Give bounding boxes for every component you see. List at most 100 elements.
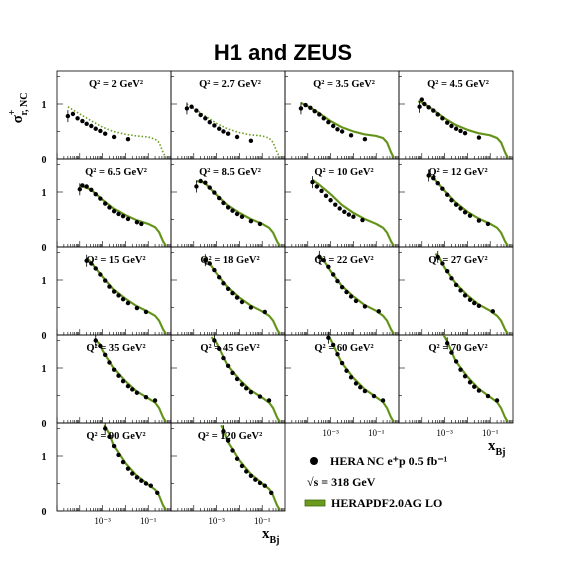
data-point bbox=[353, 381, 359, 386]
data-point bbox=[339, 360, 345, 366]
data-point bbox=[189, 104, 194, 109]
data-point bbox=[98, 343, 103, 349]
data-point bbox=[248, 218, 254, 224]
data-point bbox=[314, 184, 320, 189]
data-point bbox=[234, 456, 240, 461]
data-point bbox=[462, 130, 468, 136]
data-point bbox=[310, 179, 315, 185]
data-point bbox=[139, 478, 144, 483]
panel-2: Q² = 2.7 GeV² bbox=[170, 70, 286, 160]
data-point bbox=[225, 438, 231, 443]
data-point bbox=[458, 367, 463, 372]
data-point bbox=[148, 483, 153, 488]
panel-q2-label: Q² = 8.5 GeV² bbox=[199, 167, 261, 178]
panel-frame bbox=[170, 422, 286, 512]
data-point bbox=[216, 195, 222, 201]
panel-1: Q² = 2 GeV² 0 1 bbox=[42, 70, 172, 166]
model-curve-center bbox=[300, 102, 395, 159]
data-point bbox=[472, 384, 477, 389]
x-tick-label: 10⁻¹ bbox=[368, 428, 385, 438]
data-point bbox=[476, 303, 482, 309]
data-point bbox=[216, 126, 222, 131]
data-point bbox=[348, 294, 354, 299]
data-point bbox=[207, 119, 212, 125]
panel-4: Q² = 4.5 GeV² bbox=[398, 70, 514, 160]
data-point bbox=[225, 363, 231, 368]
data-point bbox=[244, 469, 249, 474]
data-point bbox=[184, 106, 190, 111]
data-point bbox=[323, 193, 329, 199]
data-point bbox=[234, 134, 240, 140]
data-point bbox=[467, 297, 473, 302]
data-point bbox=[266, 398, 272, 403]
data-point bbox=[143, 481, 149, 486]
data-point bbox=[458, 206, 463, 211]
panel-14: Q² = 45 GeV² bbox=[170, 334, 286, 424]
data-point bbox=[440, 116, 445, 121]
panel-q2-label: Q² = 4.5 GeV² bbox=[427, 79, 489, 90]
x-tick-label: 10⁻³ bbox=[208, 516, 225, 526]
y-axis-label: σ+r, NC bbox=[7, 93, 30, 124]
data-point bbox=[230, 370, 235, 376]
panel-q2-label: Q² = 90 GeV² bbox=[86, 431, 145, 442]
x-tick-label: 10⁻¹ bbox=[482, 428, 499, 438]
data-point bbox=[353, 298, 359, 304]
x-axis-label-bottom: xBj bbox=[262, 526, 280, 546]
panel-grid: Q² = 2 GeV² 0 1 Q² = 2.7 GeV² Q² = 3.5 GeV² Q… bbox=[42, 70, 514, 526]
data-point bbox=[303, 102, 308, 108]
data-point bbox=[426, 105, 431, 110]
data-point bbox=[335, 278, 340, 284]
panel-18: Q² = 120 GeV² 10⁻³ 10⁻¹ bbox=[170, 422, 286, 526]
data-point bbox=[212, 190, 217, 195]
data-point bbox=[362, 304, 368, 309]
x-axis-label-right: xBj bbox=[488, 438, 506, 458]
y-tick-label: 1 bbox=[42, 188, 47, 199]
data-point bbox=[234, 211, 240, 217]
data-point bbox=[453, 202, 459, 207]
data-point bbox=[476, 135, 482, 140]
x-tick-label: 10⁻¹ bbox=[140, 516, 157, 526]
data-point bbox=[326, 335, 331, 340]
data-point bbox=[262, 309, 267, 315]
data-point bbox=[444, 341, 450, 346]
data-point bbox=[207, 185, 212, 190]
y-tick-label: 0 bbox=[42, 331, 47, 342]
panel-6: Q² = 8.5 GeV² bbox=[170, 158, 286, 248]
data-point bbox=[102, 201, 108, 206]
data-point bbox=[80, 118, 85, 124]
data-point bbox=[476, 388, 482, 393]
data-point bbox=[239, 214, 245, 219]
data-point bbox=[203, 116, 208, 121]
data-point bbox=[440, 261, 445, 266]
data-point bbox=[134, 390, 140, 395]
model-curve bbox=[86, 258, 167, 335]
model-curve bbox=[186, 103, 281, 159]
data-point bbox=[257, 480, 263, 486]
data-point bbox=[462, 293, 468, 298]
data-point bbox=[485, 393, 491, 399]
x-tick-label: 10⁻³ bbox=[322, 428, 339, 438]
data-point bbox=[239, 463, 245, 469]
panel-q2-label: Q² = 2 GeV² bbox=[89, 79, 143, 90]
panel-17: Q² = 90 GeV² 0 1 10⁻³ 10⁻¹ bbox=[42, 422, 172, 526]
data-point bbox=[107, 284, 112, 289]
data-point bbox=[431, 108, 436, 113]
data-point bbox=[330, 272, 336, 277]
data-point bbox=[225, 131, 231, 136]
panel-10: Q² = 18 GeV² bbox=[170, 246, 286, 336]
data-point bbox=[70, 111, 76, 117]
data-point bbox=[308, 105, 313, 111]
data-point bbox=[139, 221, 144, 227]
y-tick-label: 1 bbox=[42, 276, 47, 287]
data-point bbox=[431, 176, 436, 181]
data-point bbox=[326, 119, 331, 125]
data-point bbox=[328, 198, 333, 203]
data-point bbox=[435, 112, 440, 117]
panel-8: Q² = 12 GeV² bbox=[398, 158, 514, 248]
data-point bbox=[107, 360, 112, 365]
data-point bbox=[125, 300, 131, 306]
data-point bbox=[449, 276, 454, 281]
data-point bbox=[453, 282, 459, 288]
data-point bbox=[89, 123, 94, 129]
y-tick-label: 0 bbox=[42, 507, 47, 518]
